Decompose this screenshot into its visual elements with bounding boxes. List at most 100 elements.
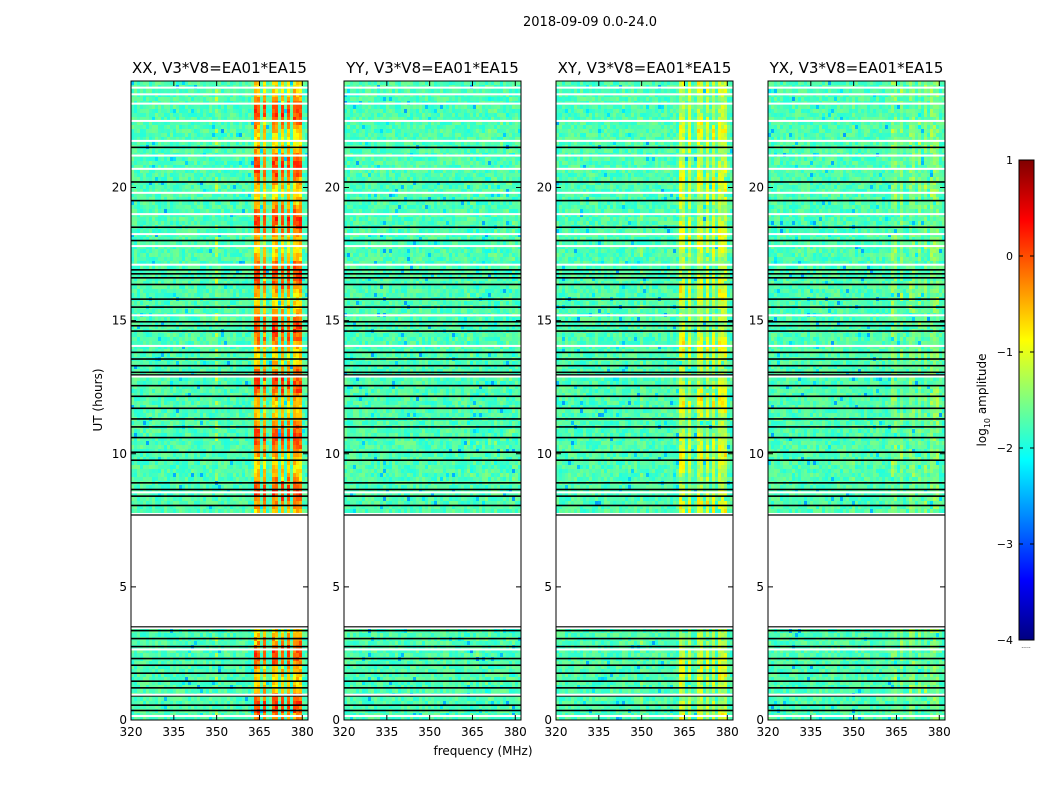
flag-line xyxy=(768,86,945,89)
flag-line xyxy=(768,314,945,317)
flag-line xyxy=(768,283,945,286)
flag-line xyxy=(131,645,308,648)
x-tick-label: 365 xyxy=(461,725,484,739)
flag-line xyxy=(344,504,521,507)
flag-line xyxy=(556,426,733,428)
flag-line xyxy=(768,320,945,323)
flag-line xyxy=(131,102,308,105)
flag-line xyxy=(768,298,945,300)
flag-line xyxy=(344,482,521,484)
flag-line xyxy=(556,277,733,279)
flag-line xyxy=(131,233,308,236)
flag-line xyxy=(768,154,945,157)
flag-line xyxy=(556,384,733,387)
flag-line xyxy=(556,637,733,640)
flag-line xyxy=(768,648,945,651)
flag-line xyxy=(344,395,521,398)
flag-line xyxy=(131,451,308,454)
flag-line xyxy=(131,154,308,157)
heatmap-image xyxy=(344,81,521,720)
data-gap xyxy=(768,514,945,627)
flag-line xyxy=(768,418,945,420)
flag-line xyxy=(344,167,521,170)
flag-line xyxy=(344,263,521,266)
flag-line xyxy=(344,102,521,105)
flag-line xyxy=(556,283,733,286)
flag-line xyxy=(556,418,733,420)
flag-line xyxy=(556,199,733,202)
flag-line xyxy=(131,86,308,89)
flag-line xyxy=(556,451,733,454)
flag-line xyxy=(344,418,521,420)
flag-line xyxy=(768,693,945,696)
x-tick-label: 350 xyxy=(630,725,653,739)
flag-line xyxy=(556,146,733,149)
flag-line xyxy=(768,351,945,354)
flag-line xyxy=(131,680,308,682)
flag-line xyxy=(131,306,308,308)
flag-line xyxy=(768,436,945,439)
data-gap xyxy=(131,514,308,627)
flag-line xyxy=(768,102,945,105)
flag-line xyxy=(768,687,945,689)
flag-line xyxy=(344,715,521,718)
flag-line xyxy=(131,491,308,494)
y-tick-label: 0 xyxy=(332,713,340,727)
flag-line xyxy=(556,648,733,651)
colorbar-tick-label: 1 xyxy=(1006,154,1013,167)
flag-line xyxy=(131,191,308,194)
flag-line xyxy=(131,277,308,279)
flag-line xyxy=(344,330,521,332)
flag-line xyxy=(556,330,733,332)
flag-line xyxy=(344,239,521,242)
flag-line xyxy=(556,213,733,216)
flag-line xyxy=(344,139,521,142)
panel-yy: YY, V3*V8=EA01*EA15 320 335 350 365 380 0 5 10 15… xyxy=(325,59,527,739)
flag-line xyxy=(344,693,521,696)
flag-line xyxy=(556,351,733,354)
panel-title: XY, V3*V8=EA01*EA15 xyxy=(558,59,732,77)
flag-line xyxy=(344,407,521,410)
flag-line xyxy=(768,375,945,378)
flag-line xyxy=(131,371,308,374)
flag-line xyxy=(768,358,945,360)
y-tick-label: 0 xyxy=(544,713,552,727)
x-tick-label: 365 xyxy=(885,725,908,739)
flag-line xyxy=(556,371,733,374)
flag-line xyxy=(768,645,945,648)
flag-line xyxy=(556,664,733,667)
flag-line xyxy=(131,269,308,271)
flag-line xyxy=(556,687,733,689)
flag-line xyxy=(344,324,521,327)
flag-line xyxy=(344,191,521,194)
heatmap-image xyxy=(556,81,733,720)
flag-line xyxy=(768,213,945,216)
flag-line xyxy=(131,167,308,170)
flag-line xyxy=(131,482,308,484)
flag-line xyxy=(556,715,733,718)
x-tick-label: 350 xyxy=(205,725,228,739)
flag-line xyxy=(768,167,945,170)
x-tick-label: 335 xyxy=(587,725,610,739)
flag-line xyxy=(131,298,308,300)
flag-line xyxy=(768,233,945,236)
flag-line xyxy=(131,495,308,497)
flag-line xyxy=(556,298,733,300)
flag-line xyxy=(556,436,733,439)
flag-line xyxy=(556,395,733,398)
flag-line xyxy=(768,488,945,491)
flag-line xyxy=(344,629,521,632)
flag-line xyxy=(131,283,308,286)
flag-line xyxy=(344,86,521,89)
flag-line xyxy=(344,273,521,275)
y-tick-label: 5 xyxy=(119,580,127,594)
flag-line xyxy=(344,226,521,229)
x-tick-label: 335 xyxy=(162,725,185,739)
flag-line xyxy=(556,488,733,491)
flag-line xyxy=(768,709,945,712)
flag-line xyxy=(556,693,733,696)
flag-line xyxy=(556,495,733,497)
flag-line xyxy=(768,239,945,242)
y-tick-label: 15 xyxy=(112,314,127,328)
y-tick-label: 10 xyxy=(112,447,127,461)
